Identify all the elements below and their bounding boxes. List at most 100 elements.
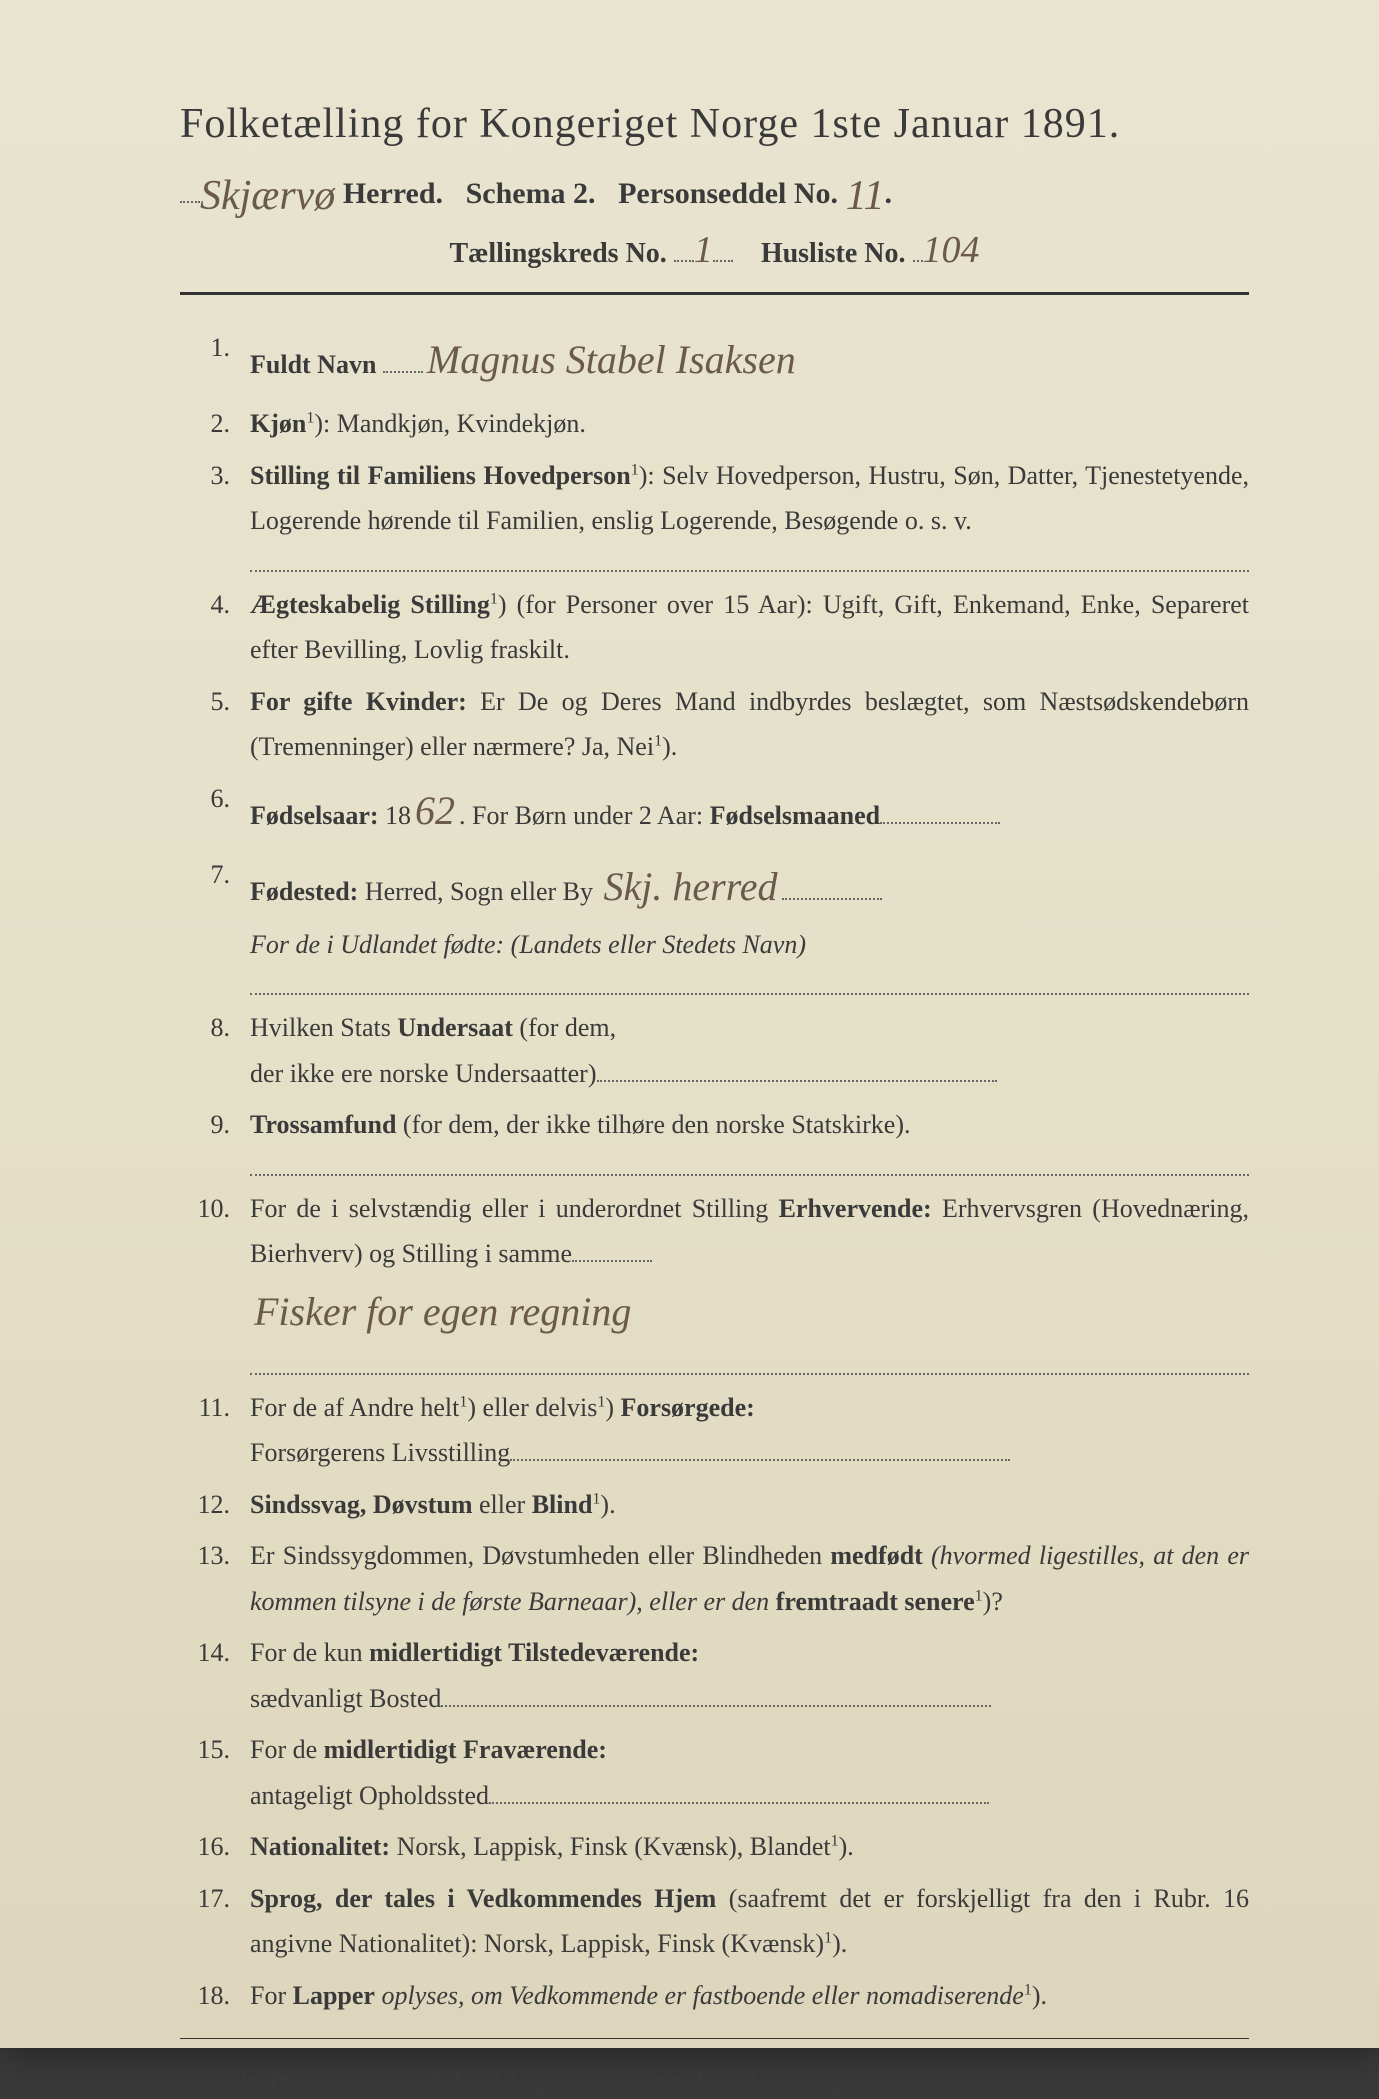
- item-text: For de i selvstændig eller i underordnet…: [250, 1194, 779, 1223]
- item-text: For: [250, 1981, 293, 2010]
- item-text: For de kun: [250, 1638, 369, 1667]
- full-name-handwritten: Magnus Stabel Isaksen: [423, 337, 800, 382]
- item-text: ) eller delvis: [467, 1393, 597, 1422]
- item-label: Kjøn: [250, 409, 306, 438]
- item-label: medfødt: [830, 1541, 922, 1570]
- item-text: oplyses, om Vedkommende er fastboende el…: [375, 1981, 1024, 2010]
- personseddel-label: Personseddel No.: [618, 177, 838, 210]
- item-15: 15. For de midlertidigt Fraværende: anta…: [180, 1727, 1249, 1818]
- form-items: 1. Fuldt Navn Magnus Stabel Isaksen 2. K…: [180, 325, 1249, 2018]
- item-text: (for dem, der ikke tilhøre den norske St…: [396, 1110, 910, 1139]
- item-number: 4.: [180, 582, 230, 628]
- herred-name-handwritten: Skjærvø: [200, 173, 335, 219]
- item-number: 17.: [180, 1876, 230, 1922]
- kreds-label: Tællingskreds No.: [449, 238, 666, 269]
- item-text: For de: [250, 1735, 324, 1764]
- item-trail: ).: [1032, 1981, 1047, 2010]
- item-line2: der ikke ere norske Undersaatter): [250, 1059, 597, 1088]
- item-text: Hvilken Stats: [250, 1013, 397, 1042]
- item-number: 10.: [180, 1186, 230, 1232]
- item-text: Er Sindssygdommen, Døvstumheden eller Bl…: [250, 1541, 830, 1570]
- item-text: ): [605, 1393, 620, 1422]
- item-number: 12.: [180, 1482, 230, 1528]
- item-label: Sprog, der tales i Vedkommendes Hjem: [250, 1884, 716, 1913]
- item-number: 1.: [180, 325, 230, 371]
- husliste-no: 104: [923, 229, 980, 271]
- item-18: 18. For Lapper oplyses, om Vedkommende e…: [180, 1973, 1249, 2019]
- item-trail: ).: [662, 732, 677, 761]
- item-text: . For Børn under 2 Aar:: [459, 801, 710, 830]
- footnote-ref: 1: [1024, 1981, 1032, 1998]
- item-number: 18.: [180, 1973, 230, 2019]
- item-10: 10. For de i selvstændig eller i underor…: [180, 1186, 1249, 1375]
- kreds-no: 1: [694, 229, 713, 271]
- husliste-label: Husliste No.: [761, 238, 906, 269]
- footnote-ref: 1: [831, 1832, 839, 1849]
- item-label: Forsørgede:: [621, 1393, 755, 1422]
- item-label: Blind: [532, 1490, 593, 1519]
- footnote-ref: 1: [631, 461, 639, 478]
- item-label: Fuldt Navn: [250, 350, 376, 379]
- horizontal-rule: [180, 292, 1249, 295]
- item-label: Nationalitet:: [250, 1832, 390, 1861]
- item-trail: )?: [983, 1587, 1003, 1616]
- item-label: Fødselsmaaned: [710, 801, 880, 830]
- item-1: 1. Fuldt Navn Magnus Stabel Isaksen: [180, 325, 1249, 395]
- item-number: 16.: [180, 1824, 230, 1870]
- item-9: 9. Trossamfund (for dem, der ikke tilhør…: [180, 1102, 1249, 1176]
- item-2: 2. Kjøn1): Mandkjøn, Kvindekjøn.: [180, 401, 1249, 447]
- item-label: Ægteskabelig Stilling: [250, 590, 490, 619]
- footnote-ref: 1: [490, 590, 498, 607]
- item-number: 11.: [180, 1385, 230, 1431]
- herred-line: Skjærvø Herred. Schema 2. Personseddel N…: [180, 166, 1249, 214]
- personseddel-no: 11: [846, 173, 885, 219]
- kreds-line: Tællingskreds No. 1 Husliste No. 104: [180, 228, 1249, 272]
- footnote: 1) De for hvert Tilfælde passende Ord un…: [180, 2069, 1249, 2099]
- herred-label: Herred.: [343, 177, 443, 210]
- item-number: 7.: [180, 852, 230, 898]
- item-line2: For de i Udlandet fødte: (Landets eller …: [250, 930, 806, 959]
- item-label: Lapper: [293, 1981, 375, 2010]
- item-text: Herred, Sogn eller By: [358, 877, 599, 906]
- item-label: midlertidigt Fraværende:: [324, 1735, 607, 1764]
- item-text: ): Mandkjøn, Kvindekjøn.: [314, 409, 586, 438]
- item-16: 16. Nationalitet: Norsk, Lappisk, Finsk …: [180, 1824, 1249, 1870]
- item-number: 2.: [180, 401, 230, 447]
- item-number: 9.: [180, 1102, 230, 1148]
- item-7: 7. Fødested: Herred, Sogn eller By Skj. …: [180, 852, 1249, 996]
- item-text: For de af Andre helt: [250, 1393, 459, 1422]
- page-title: Folketælling for Kongeriget Norge 1ste J…: [180, 100, 1249, 148]
- item-trail: ).: [839, 1832, 854, 1861]
- item-text: (for dem,: [513, 1013, 616, 1042]
- item-3: 3. Stilling til Familiens Hovedperson1):…: [180, 453, 1249, 572]
- item-line2: Forsørgerens Livsstilling: [250, 1438, 510, 1467]
- item-label: Fødselsaar:: [250, 801, 379, 830]
- census-form-page: Folketælling for Kongeriget Norge 1ste J…: [0, 0, 1379, 2048]
- birth-year-handwritten: 62: [411, 788, 459, 833]
- item-label: Erhvervende:: [779, 1194, 932, 1223]
- footnote-ref: 1: [975, 1587, 983, 1604]
- schema-label: Schema 2.: [466, 177, 596, 210]
- item-13: 13. Er Sindssygdommen, Døvstumheden elle…: [180, 1533, 1249, 1624]
- item-label: Sindssvag, Døvstum: [250, 1490, 473, 1519]
- item-line2: antageligt Opholdssted: [250, 1781, 489, 1810]
- item-text: eller: [473, 1490, 532, 1519]
- item-label: For gifte Kvinder:: [250, 687, 467, 716]
- item-trail: ).: [600, 1490, 615, 1519]
- item-8: 8. Hvilken Stats Undersaat (for dem, der…: [180, 1005, 1249, 1096]
- footnote-marker: 1: [240, 2069, 250, 2086]
- item-trail: ).: [832, 1929, 847, 1958]
- item-12: 12. Sindssvag, Døvstum eller Blind1).: [180, 1482, 1249, 1528]
- item-number: 5.: [180, 679, 230, 725]
- item-line2: sædvanligt Bosted: [250, 1684, 441, 1713]
- item-text: Norsk, Lappisk, Finsk (Kvænsk), Blandet: [390, 1832, 831, 1861]
- item-text: 18: [379, 801, 412, 830]
- item-label: Stilling til Familiens Hovedperson: [250, 461, 631, 490]
- item-label: Trossamfund: [250, 1110, 396, 1139]
- item-4: 4. Ægteskabelig Stilling1) (for Personer…: [180, 582, 1249, 673]
- item-number: 13.: [180, 1533, 230, 1579]
- item-17: 17. Sprog, der tales i Vedkommendes Hjem…: [180, 1876, 1249, 1967]
- item-number: 14.: [180, 1630, 230, 1676]
- item-6: 6. Fødselsaar: 1862. For Børn under 2 Aa…: [180, 776, 1249, 846]
- birthplace-handwritten: Skj. herred: [600, 864, 782, 909]
